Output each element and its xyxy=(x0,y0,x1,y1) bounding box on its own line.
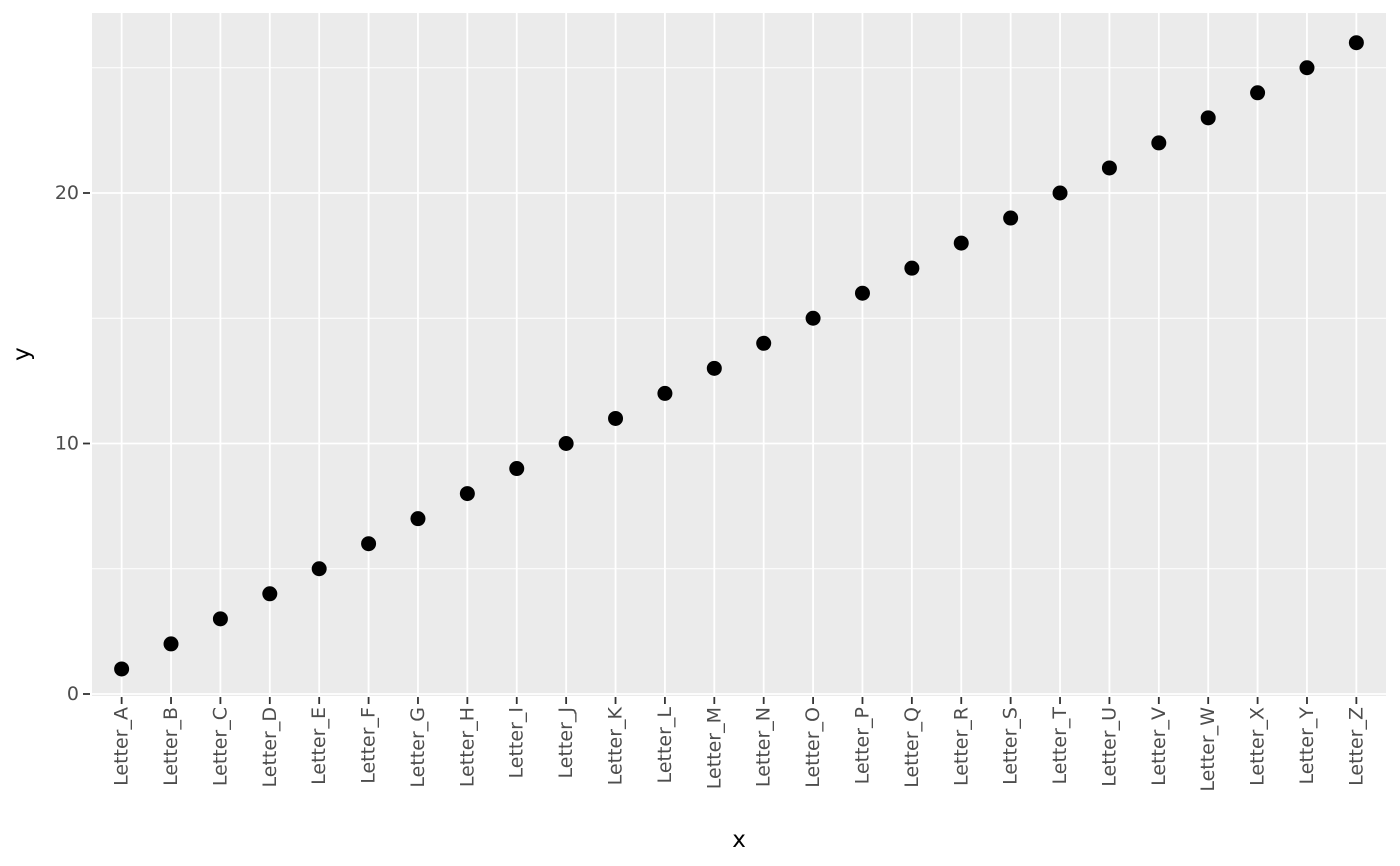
x-tick-label: Letter_H xyxy=(456,707,478,787)
x-tick-label: Letter_J xyxy=(555,707,577,778)
x-tick-label: Letter_F xyxy=(358,707,380,784)
data-point xyxy=(459,486,475,502)
data-point xyxy=(1299,60,1315,76)
y-tick-label: 0 xyxy=(67,683,79,705)
x-tick-label: Letter_I xyxy=(506,707,528,778)
x-tick-label: Letter_M xyxy=(703,707,725,789)
plot-panel xyxy=(92,13,1386,696)
panel-background xyxy=(92,13,1386,696)
data-point xyxy=(953,235,969,251)
x-tick-label: Letter_G xyxy=(407,707,429,788)
x-tick-label: Letter_T xyxy=(1049,707,1071,785)
data-point xyxy=(1101,160,1117,176)
data-point xyxy=(1052,185,1068,201)
data-points xyxy=(114,35,1364,677)
x-tick-label: Letter_B xyxy=(160,707,182,786)
data-point xyxy=(1200,110,1216,126)
x-tick-label: Letter_E xyxy=(308,707,330,785)
y-axis-title: y xyxy=(9,347,35,361)
x-tick-label: Letter_A xyxy=(111,707,133,786)
x-tick-label: Letter_K xyxy=(605,706,627,785)
x-tick-label: Letter_W xyxy=(1197,707,1219,792)
data-point xyxy=(608,410,624,426)
data-point xyxy=(756,335,772,351)
data-point xyxy=(212,611,228,627)
x-tick-label: Letter_V xyxy=(1148,707,1170,786)
axis-ticks xyxy=(83,192,1358,704)
x-tick-label: Letter_U xyxy=(1098,707,1120,787)
x-tick-label: Letter_R xyxy=(950,707,972,786)
data-point xyxy=(163,636,179,652)
data-point xyxy=(854,285,870,301)
axis-tick-labels: 0 10 20 Letter_A Letter_B Letter_C Letter_D Let… xyxy=(55,182,1368,792)
y-tick-label: 20 xyxy=(55,182,79,204)
x-tick-label: Letter_N xyxy=(753,707,775,787)
data-point xyxy=(706,360,722,376)
x-axis-title: x xyxy=(732,827,746,853)
data-point xyxy=(410,511,426,527)
x-tick-label: Letter_O xyxy=(802,707,824,788)
x-tick-label: Letter_X xyxy=(1247,707,1269,786)
gridlines xyxy=(92,13,1386,696)
x-tick-label: Letter_Z xyxy=(1345,707,1367,786)
x-tick-label: Letter_P xyxy=(851,707,873,784)
data-point xyxy=(311,561,327,577)
data-point xyxy=(657,385,673,401)
x-tick-label: Letter_L xyxy=(654,707,676,784)
data-point xyxy=(1003,210,1019,226)
data-point xyxy=(1151,135,1167,151)
data-point xyxy=(904,260,920,276)
data-point xyxy=(509,461,525,477)
data-point xyxy=(805,310,821,326)
data-point xyxy=(361,536,377,552)
x-tick-label: Letter_Y xyxy=(1296,707,1318,785)
x-tick-label: Letter_Q xyxy=(901,707,923,788)
data-point xyxy=(1348,35,1364,51)
x-tick-label: Letter_C xyxy=(209,707,231,786)
data-point xyxy=(262,586,278,602)
x-tick-label: Letter_D xyxy=(259,707,281,787)
data-point xyxy=(114,661,130,677)
data-point xyxy=(558,436,574,451)
x-tick-label: Letter_S xyxy=(1000,707,1022,785)
y-tick-label: 10 xyxy=(55,433,79,455)
data-point xyxy=(1250,85,1266,101)
